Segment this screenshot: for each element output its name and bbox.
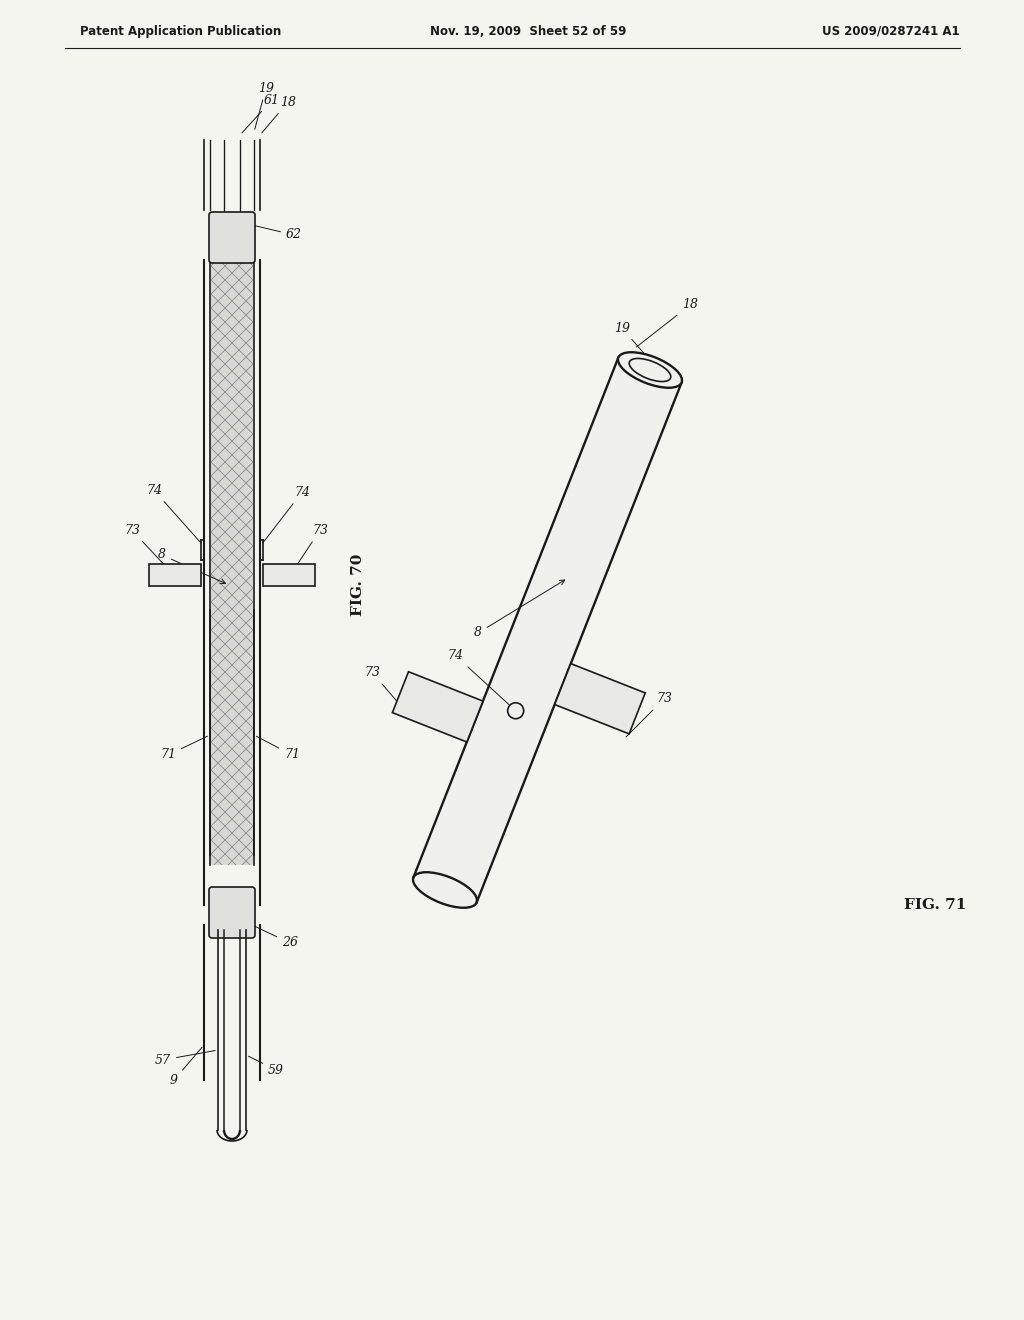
Text: 71: 71: [256, 737, 300, 762]
Text: 26: 26: [255, 927, 298, 949]
Text: 19: 19: [255, 82, 274, 129]
Text: 73: 73: [124, 524, 172, 573]
Polygon shape: [392, 672, 483, 742]
Bar: [211, 260, 253, 865]
FancyBboxPatch shape: [209, 213, 255, 263]
Text: 71: 71: [160, 737, 208, 762]
Text: 8: 8: [158, 549, 225, 583]
Text: FIG. 70: FIG. 70: [351, 554, 365, 616]
Text: 62: 62: [255, 226, 302, 242]
Text: 8: 8: [474, 579, 564, 639]
Text: 19: 19: [614, 322, 660, 372]
Text: 73: 73: [365, 667, 400, 706]
Text: 59: 59: [249, 1056, 284, 1077]
Bar: [263, 564, 315, 586]
Text: 74: 74: [447, 649, 514, 709]
Text: 18: 18: [636, 298, 698, 347]
Text: Patent Application Publication: Patent Application Publication: [80, 25, 282, 38]
Text: US 2009/0287241 A1: US 2009/0287241 A1: [822, 25, 961, 38]
Ellipse shape: [617, 352, 682, 388]
Text: 73: 73: [626, 693, 672, 737]
Text: 57: 57: [155, 1051, 215, 1067]
FancyBboxPatch shape: [209, 887, 255, 939]
Text: Nov. 19, 2009  Sheet 52 of 59: Nov. 19, 2009 Sheet 52 of 59: [430, 25, 627, 38]
Text: 61: 61: [242, 94, 280, 133]
Text: 18: 18: [262, 95, 296, 133]
Polygon shape: [555, 664, 645, 734]
Text: 9: 9: [170, 1047, 202, 1086]
Text: FIG. 71: FIG. 71: [904, 898, 967, 912]
Text: 74: 74: [146, 483, 201, 543]
Polygon shape: [414, 358, 682, 903]
Ellipse shape: [413, 873, 477, 908]
Circle shape: [508, 702, 523, 719]
Text: 73: 73: [292, 524, 328, 573]
Ellipse shape: [629, 359, 671, 381]
Text: 74: 74: [263, 486, 310, 543]
Bar: [150, 564, 201, 586]
